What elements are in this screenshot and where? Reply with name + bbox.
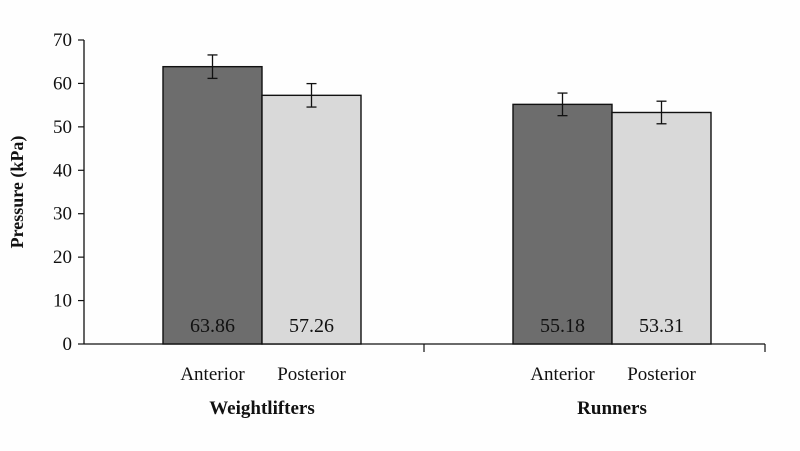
x-category-label: Posterior (277, 364, 346, 385)
x-group-label: Runners (577, 398, 647, 419)
y-tick-label: 20 (53, 247, 72, 268)
y-tick-label: 60 (53, 73, 72, 94)
bar (261, 94, 362, 345)
bar-value-label: 57.26 (289, 315, 334, 337)
x-group-label: Weightlifters (209, 398, 315, 419)
y-tick-label: 40 (53, 160, 72, 181)
bar (512, 103, 613, 345)
bar (162, 65, 263, 345)
y-tick-label: 30 (53, 204, 72, 225)
y-tick-label: 0 (63, 334, 73, 355)
y-tick-label: 10 (53, 291, 72, 312)
x-category-label: Anterior (180, 364, 245, 385)
x-category-label: Anterior (530, 364, 595, 385)
y-tick-label: 70 (53, 30, 72, 51)
bar-value-label: 53.31 (639, 315, 684, 337)
y-axis-label: Pressure (kPa) (7, 136, 28, 249)
x-category-label: Posterior (627, 364, 696, 385)
bar-value-label: 55.18 (540, 315, 585, 337)
bar (611, 111, 712, 345)
y-tick-label: 50 (53, 117, 72, 138)
bar-value-label: 63.86 (190, 315, 235, 337)
